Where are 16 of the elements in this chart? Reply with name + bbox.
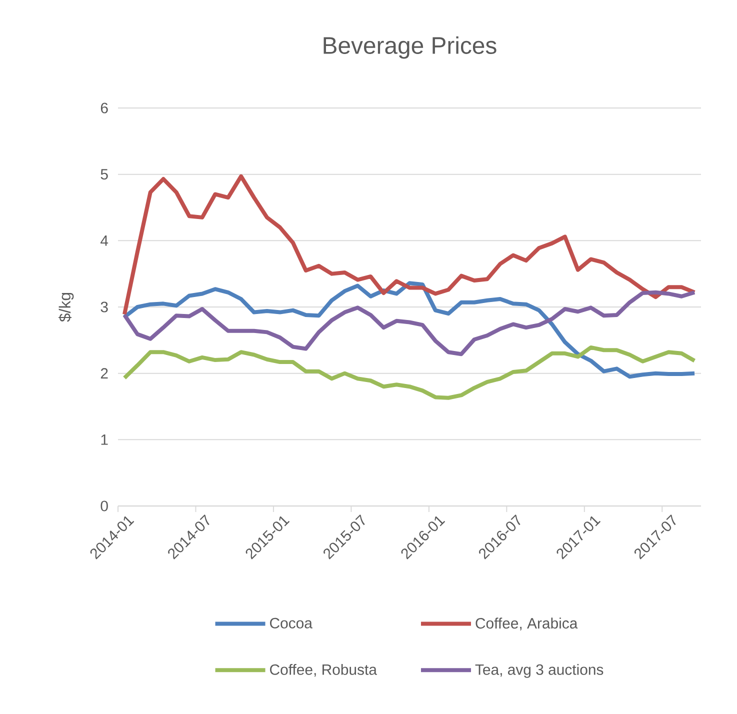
y-tick-label: 1 bbox=[101, 434, 108, 445]
line-series bbox=[122, 345, 697, 400]
y-tick-label: 3 bbox=[100, 302, 108, 312]
legend-label: Coffee, Robusta bbox=[270, 664, 377, 677]
y-axis-title: $/kg bbox=[58, 292, 74, 322]
line-series bbox=[122, 174, 697, 316]
line-series bbox=[122, 281, 697, 379]
y-tick-label: 4 bbox=[100, 236, 108, 246]
y-tick-label: 6 bbox=[100, 102, 108, 114]
legend-label: Tea, avg 3 auctions bbox=[475, 664, 604, 678]
chart-title: Beverage Prices bbox=[324, 36, 496, 59]
legend-label: Cocoa bbox=[270, 618, 312, 628]
legend-label: Coffee, Arabica bbox=[476, 618, 578, 630]
y-tick-label: 2 bbox=[100, 368, 108, 379]
y-tick-label: 0 bbox=[100, 500, 108, 512]
y-tick-label: 5 bbox=[100, 169, 108, 180]
